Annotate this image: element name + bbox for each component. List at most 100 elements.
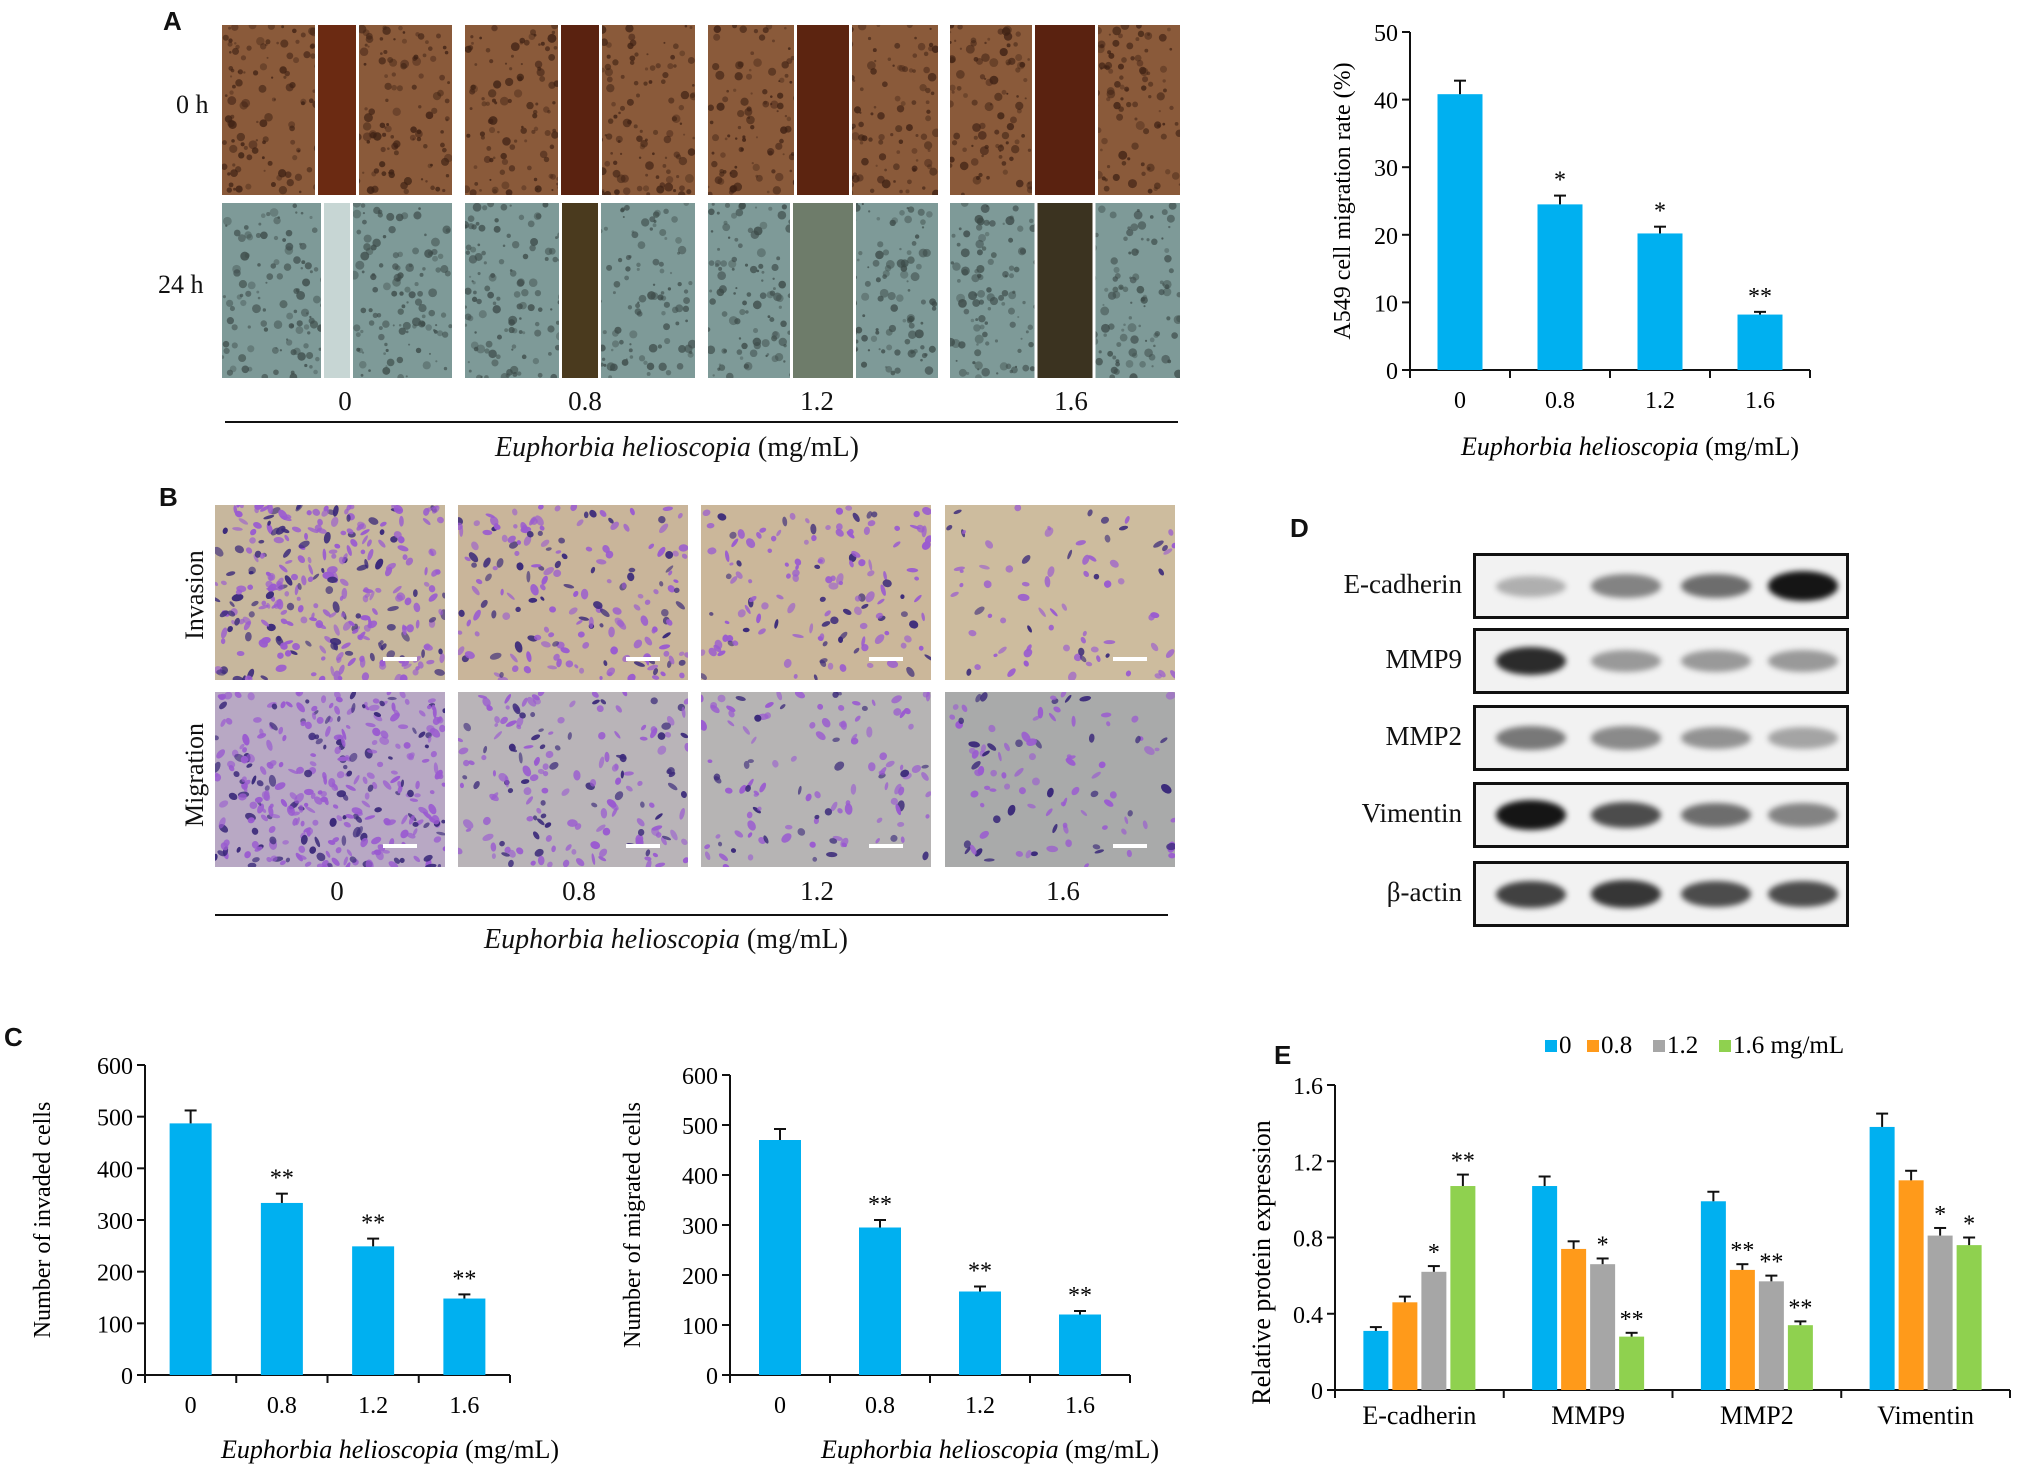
cell-speck <box>276 41 279 45</box>
cell <box>900 836 905 843</box>
cell-speck <box>1013 266 1020 273</box>
cell-speck <box>1137 30 1145 38</box>
cell <box>1014 767 1024 777</box>
cell-speck <box>252 70 259 76</box>
cell-speck <box>859 87 864 92</box>
cell-speck <box>360 203 366 208</box>
cell <box>401 624 407 636</box>
cell <box>278 509 288 520</box>
cell-speck <box>413 211 422 220</box>
cell <box>1028 753 1036 761</box>
cell-speck <box>721 348 727 354</box>
cell-speck <box>772 186 782 195</box>
y-tick-label: 30 <box>1374 156 1398 182</box>
cell <box>1067 549 1073 560</box>
cell <box>539 525 545 531</box>
cell <box>781 833 792 843</box>
bar <box>859 1227 901 1375</box>
cell <box>916 524 925 533</box>
cell <box>418 806 429 815</box>
cell <box>282 840 289 845</box>
cell <box>504 775 510 788</box>
cell-speck <box>930 91 935 96</box>
cell-speck <box>1158 289 1165 296</box>
cell-speck <box>631 231 639 239</box>
cell <box>427 698 436 704</box>
cell <box>286 805 295 816</box>
cell-speck <box>925 115 932 122</box>
cell <box>885 760 895 768</box>
cell-speck <box>440 142 445 148</box>
cell <box>1071 786 1080 796</box>
cell <box>866 662 874 668</box>
cell-speck <box>1022 300 1026 305</box>
cell-speck <box>229 144 238 153</box>
cell <box>813 674 818 680</box>
cell-speck <box>891 217 898 224</box>
cell-speck <box>611 340 620 348</box>
cell-speck <box>1008 57 1016 65</box>
x-tick-label: 1.6 <box>1065 1393 1095 1419</box>
cell-speck <box>610 152 613 155</box>
cell <box>341 737 346 747</box>
cell-speck <box>550 373 558 378</box>
cell-speck <box>534 329 542 337</box>
cell <box>221 627 228 639</box>
cell-speck <box>1009 215 1014 220</box>
cell <box>633 604 641 611</box>
cell-speck <box>734 237 739 242</box>
cell-speck <box>1166 316 1171 321</box>
cell-speck <box>683 133 686 136</box>
cell-speck <box>302 278 311 287</box>
cell <box>481 754 487 761</box>
cell-speck <box>304 262 312 270</box>
cell-speck <box>1121 161 1127 166</box>
cell-speck <box>683 289 689 294</box>
cell <box>793 673 798 679</box>
cell-speck <box>1141 85 1147 91</box>
cell-speck <box>535 213 542 220</box>
cell-speck <box>994 339 999 343</box>
cell-speck <box>1119 75 1124 80</box>
cell-speck <box>1112 291 1121 299</box>
cell-speck <box>907 288 911 292</box>
cell-speck <box>232 47 240 55</box>
cell <box>309 617 318 622</box>
cell <box>373 849 382 856</box>
cell <box>754 714 762 722</box>
cell <box>968 629 977 637</box>
cell <box>660 671 666 677</box>
cell <box>245 631 252 642</box>
cell <box>1158 568 1165 576</box>
cell-speck <box>1100 148 1103 152</box>
cell <box>238 518 249 525</box>
cell-speck <box>754 206 758 209</box>
cell-speck <box>709 289 713 293</box>
cell-speck <box>606 54 611 59</box>
cell <box>659 523 669 534</box>
cell <box>494 716 500 724</box>
cell-speck <box>534 321 540 327</box>
cell-speck <box>508 319 516 326</box>
cell <box>627 572 635 582</box>
cell <box>521 697 528 707</box>
cell <box>532 697 541 705</box>
bar <box>1787 1325 1813 1390</box>
cell <box>269 836 277 845</box>
migration-image <box>215 692 445 867</box>
cell <box>267 572 276 581</box>
cell-speck <box>412 56 418 62</box>
cell <box>312 819 319 826</box>
significance-mark: * <box>1597 1232 1609 1258</box>
cell <box>591 692 599 698</box>
cell <box>876 817 883 823</box>
cell <box>1163 548 1173 555</box>
cell <box>730 848 737 853</box>
cell-speck <box>1101 323 1110 333</box>
cell <box>1083 570 1090 577</box>
cell-speck <box>1165 169 1171 175</box>
cell <box>514 641 523 653</box>
cell-speck <box>982 331 988 338</box>
cell-speck <box>782 153 785 156</box>
cell-speck <box>505 77 514 87</box>
